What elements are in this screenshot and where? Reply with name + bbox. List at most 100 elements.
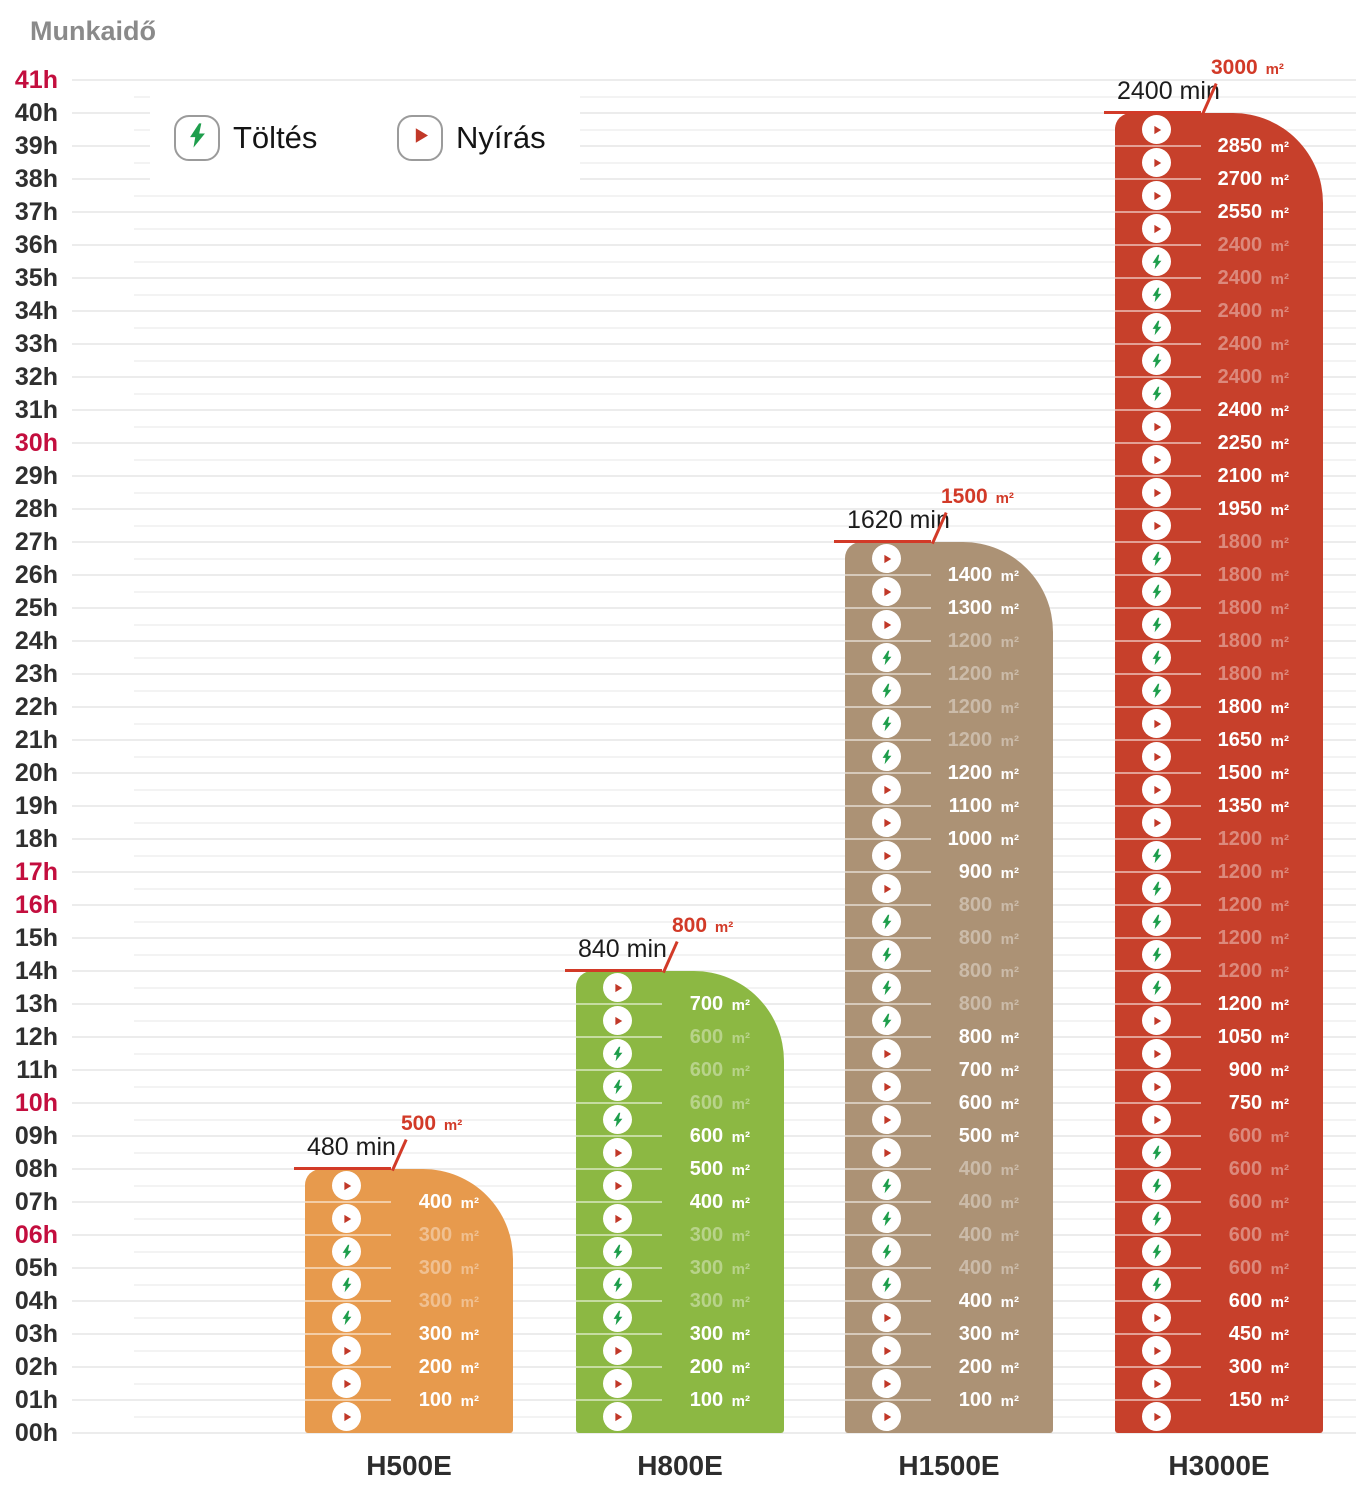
mow-icon [397, 115, 443, 161]
area-unit: m² [443, 1117, 463, 1134]
mow-icon [603, 1369, 632, 1398]
row-area-label: 600 m² [1228, 1224, 1289, 1246]
axis-tick-label: 39h [14, 132, 58, 160]
axis-tick-label: 21h [14, 726, 58, 754]
gridline-half-hour [134, 623, 1356, 626]
charge-icon [603, 1303, 632, 1332]
mow-icon [1142, 214, 1171, 243]
row-separator [1115, 574, 1201, 576]
callout-tick-line [565, 969, 662, 972]
row-separator [1115, 772, 1201, 774]
gridline-hour [72, 211, 1356, 213]
row-separator [1115, 1036, 1201, 1038]
row-separator [576, 1399, 662, 1401]
charge-icon [332, 1237, 361, 1266]
area-unit: m² [460, 1195, 479, 1212]
area-unit: m² [1270, 799, 1289, 816]
charge-icon [872, 742, 901, 771]
row-separator [845, 1036, 931, 1038]
area-unit: m² [1270, 205, 1289, 222]
row-separator [1115, 343, 1201, 345]
area-unit: m² [995, 490, 1014, 507]
mow-icon [1142, 1039, 1171, 1068]
mow-icon [872, 1039, 901, 1068]
charge-icon [1142, 544, 1171, 573]
gridline-hour [72, 376, 1356, 378]
row-area-label: 200 m² [418, 1356, 479, 1378]
axis-tick-label: 28h [14, 495, 58, 523]
axis-tick-label: 33h [14, 330, 58, 358]
row-area-label: 400 m² [958, 1224, 1019, 1246]
axis-tick-label: 41h [14, 66, 58, 94]
area-unit: m² [1000, 898, 1019, 915]
row-separator [576, 1234, 662, 1236]
charge-icon [1142, 313, 1171, 342]
row-area-label: 300 m² [689, 1257, 750, 1279]
charge-icon [1142, 907, 1171, 936]
area-unit: m² [1270, 1096, 1289, 1113]
charge-icon [603, 1270, 632, 1299]
axis-tick-label: 16h [14, 891, 58, 919]
row-area-label: 600 m² [958, 1092, 1019, 1114]
area-unit: m² [1000, 865, 1019, 882]
row-area-label: 2850 m² [1217, 135, 1289, 157]
row-area-label: 500 m² [958, 1125, 1019, 1147]
row-area-label: 1200 m² [1217, 894, 1289, 916]
area-unit: m² [731, 1327, 750, 1344]
axis-tick-label: 38h [14, 165, 58, 193]
axis-tick-label: 10h [14, 1089, 58, 1117]
gridline-half-hour [134, 887, 1356, 890]
row-area-label: 1050 m² [1217, 1026, 1289, 1048]
legend-item-mow: Nyírás [397, 90, 546, 186]
area-unit: m² [731, 1294, 750, 1311]
charge-icon [1142, 973, 1171, 1002]
row-separator [1115, 376, 1201, 378]
row-area-label: 300 m² [689, 1224, 750, 1246]
row-area-label: 1200 m² [1217, 828, 1289, 850]
row-separator [576, 1201, 662, 1203]
mow-icon [872, 577, 901, 606]
row-area-label: 600 m² [1228, 1290, 1289, 1312]
row-area-label: 600 m² [689, 1125, 750, 1147]
charge-icon [872, 973, 901, 1002]
area-unit: m² [1000, 1129, 1019, 1146]
row-separator [576, 1168, 662, 1170]
row-separator [1115, 838, 1201, 840]
row-separator [1115, 1003, 1201, 1005]
gridline-hour [72, 640, 1356, 642]
axis-tick-label: 05h [14, 1254, 58, 1282]
area-unit: m² [1000, 601, 1019, 618]
callout-tick-line [834, 540, 931, 543]
row-area-label: 1350 m² [1217, 795, 1289, 817]
area-unit: m² [1000, 1393, 1019, 1410]
area-unit: m² [1000, 1030, 1019, 1047]
row-separator [845, 574, 931, 576]
gridline-hour [72, 904, 1356, 906]
mow-icon [332, 1171, 361, 1200]
row-separator [1115, 805, 1201, 807]
mow-icon [1142, 412, 1171, 441]
row-separator [1115, 607, 1201, 609]
row-area-label: 1200 m² [947, 630, 1019, 652]
charge-icon [1142, 1171, 1171, 1200]
area-unit: m² [1270, 337, 1289, 354]
row-area-label: 300 m² [689, 1323, 750, 1345]
row-area-label: 600 m² [1228, 1125, 1289, 1147]
gridline-hour [72, 673, 1356, 675]
area-unit: m² [714, 919, 734, 936]
charge-icon [603, 1039, 632, 1068]
gridline-half-hour [134, 227, 1356, 230]
legend: Töltés Nyírás [150, 90, 580, 186]
area-unit: m² [1000, 1327, 1019, 1344]
area-unit: m² [1000, 1360, 1019, 1377]
gridline-hour [72, 409, 1356, 411]
model-label: H3000E [1168, 1450, 1270, 1481]
mow-icon [1142, 478, 1171, 507]
row-area-label: 1000 m² [947, 828, 1019, 850]
charge-icon [603, 1237, 632, 1266]
charge-icon [1142, 841, 1171, 870]
row-separator [1115, 277, 1201, 279]
row-separator [576, 1300, 662, 1302]
charge-icon [1142, 940, 1171, 969]
mow-icon [872, 874, 901, 903]
